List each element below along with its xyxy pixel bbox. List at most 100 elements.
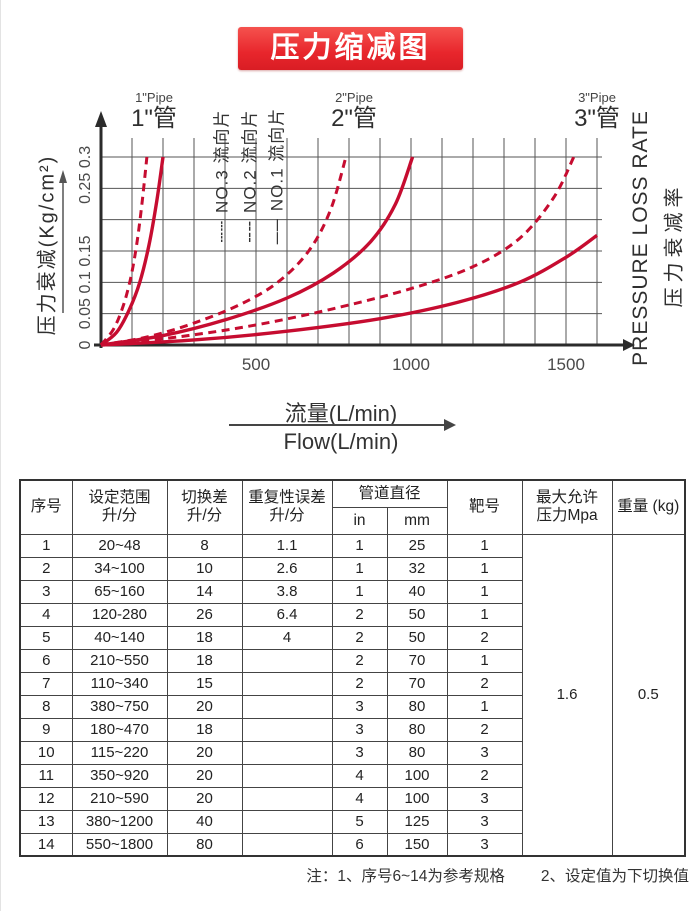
table-cell: 3.8 <box>241 579 333 604</box>
y-tick-label: 0 <box>77 340 94 349</box>
table-cell: 1 <box>331 579 388 604</box>
table-cell: 25 <box>386 533 448 558</box>
table-cell: 20~48 <box>71 533 168 558</box>
table-row: 5 40~140 18 4 2 50 2 <box>19 625 685 650</box>
table-cell: 6.4 <box>241 602 333 627</box>
col-header-repeat-error: 重复性误差 升/分 <box>241 479 333 535</box>
table-cell: 3 <box>446 740 523 765</box>
y-axis-label-left: 压力衰减(Kg/cm²) <box>36 154 59 336</box>
table-row: 11 350~920 20 4 100 2 <box>19 763 685 788</box>
table-cell: 40 <box>166 809 243 834</box>
table-cell: 100 <box>386 763 448 788</box>
pipe-label-cn: 1"管 <box>131 105 177 132</box>
y-tick-label: 0.15 <box>77 235 94 266</box>
pipe-label-en: 1"Pipe <box>135 90 173 105</box>
table-cell: 1 <box>331 533 388 558</box>
table-cell: 2 <box>446 625 523 650</box>
table-cell: 8 <box>19 694 73 719</box>
table-cell: 180~470 <box>71 717 168 742</box>
dashed-line-icon: ╌╌ <box>240 219 260 243</box>
x-axis-label-cn: 流量(L/min) <box>284 401 398 426</box>
table-cell: 40~140 <box>71 625 168 650</box>
legend-item-no1: ── NO.1 流向片 <box>263 108 288 245</box>
header-line: 升/分 <box>269 507 305 525</box>
table-row: 12 210~590 20 4 100 3 <box>19 786 685 811</box>
footnote-item-2: 2、设定值为下切换值 <box>540 868 689 885</box>
y-tick-label: 0.25 <box>77 173 94 204</box>
table-cell: 125 <box>386 809 448 834</box>
table-cell: 1 <box>446 579 523 604</box>
chart-curve-1 <box>99 156 149 346</box>
col-header-serial: 序号 <box>19 479 73 535</box>
x-tick-label: 1000 <box>392 355 430 374</box>
legend-label: NO.1 流向片 <box>267 107 287 212</box>
table-cell: 18 <box>166 625 243 650</box>
y-axis-label-right-cn: 压力衰减率 <box>663 182 686 308</box>
table-cell: 32 <box>386 556 448 581</box>
table-cell: 14 <box>19 832 73 857</box>
table-cell: 80 <box>386 717 448 742</box>
table-cell: 6 <box>19 648 73 673</box>
table-cell: 2 <box>446 671 523 696</box>
table-cell: 65~160 <box>71 579 168 604</box>
solid-line-icon: ── <box>267 218 287 245</box>
table-cell: 10 <box>166 556 243 581</box>
legend-label: NO.2 流向片 <box>240 109 260 213</box>
table-cell: 5 <box>19 625 73 650</box>
right-arrow-icon <box>229 419 456 431</box>
table-cell: 2 <box>331 625 388 650</box>
dashed-line-icon: ┄┄ <box>212 219 232 243</box>
x-axis-label-en: Flow(L/min) <box>283 429 399 454</box>
table-cell: 1 <box>446 602 523 627</box>
table-cell <box>241 809 333 834</box>
table-cell: 50 <box>386 625 448 650</box>
table-cell: 3 <box>331 694 388 719</box>
header-line: 压力Mpa <box>536 507 598 525</box>
pipe-label-cn: 3"管 <box>574 105 620 132</box>
table-cell: 3 <box>331 740 388 765</box>
y-tick-label: 0.05 <box>77 298 94 329</box>
table-cell: 100 <box>386 786 448 811</box>
table-cell: 1.1 <box>241 533 333 558</box>
chart-curve-2 <box>99 156 165 347</box>
table-cell: 2 <box>331 648 388 673</box>
header-line: 设定范围 <box>88 489 151 507</box>
table-cell: 115~220 <box>71 740 168 765</box>
table-cell: 34~100 <box>71 556 168 581</box>
max-pressure-value: 1.6 <box>521 533 613 857</box>
table-cell: 4 <box>331 763 388 788</box>
table-cell: 1 <box>446 533 523 558</box>
legend-label: NO.3 流向片 <box>212 109 232 213</box>
table-cell: 210~590 <box>71 786 168 811</box>
spec-table: 序号 设定范围 升/分 切换差 升/分 重复性误差 升/分 管道直径 靶号 最大… <box>19 479 687 857</box>
pipe-label-en: 3"Pipe <box>578 90 616 105</box>
header-line: 最大允许 <box>536 489 599 507</box>
legend-item-no2: ╌╌ NO.2 流向片 <box>236 110 261 243</box>
col-header-range: 设定范围 升/分 <box>71 479 168 535</box>
table-cell: 20 <box>166 763 243 788</box>
table-cell: 1 <box>331 556 388 581</box>
table-row: 13 380~1200 40 5 125 3 <box>19 809 685 834</box>
table-cell: 550~1800 <box>71 832 168 857</box>
table-cell: 1 <box>446 694 523 719</box>
y-tick-label: 0.1 <box>77 271 94 293</box>
pipe-label-cn: 2"管 <box>331 105 377 132</box>
table-cell: 40 <box>386 579 448 604</box>
table-cell: 80 <box>386 694 448 719</box>
col-header-switch-diff: 切换差 升/分 <box>166 479 243 535</box>
table-cell: 2 <box>331 602 388 627</box>
table-cell: 1 <box>446 556 523 581</box>
table-cell: 7 <box>19 671 73 696</box>
table-cell <box>241 671 333 696</box>
footnote-item-1: 注：1、序号6~14为参考规格 <box>306 868 505 885</box>
table-cell <box>241 648 333 673</box>
x-tick-label: 500 <box>242 355 270 374</box>
table-cell: 3 <box>446 832 523 857</box>
header-line: 升/分 <box>101 507 138 525</box>
table-cell: 3 <box>446 809 523 834</box>
x-tick-label: 1500 <box>547 355 585 374</box>
table-cell: 1 <box>19 533 73 558</box>
y-tick-label: 0.3 <box>77 146 94 168</box>
table-cell <box>241 694 333 719</box>
